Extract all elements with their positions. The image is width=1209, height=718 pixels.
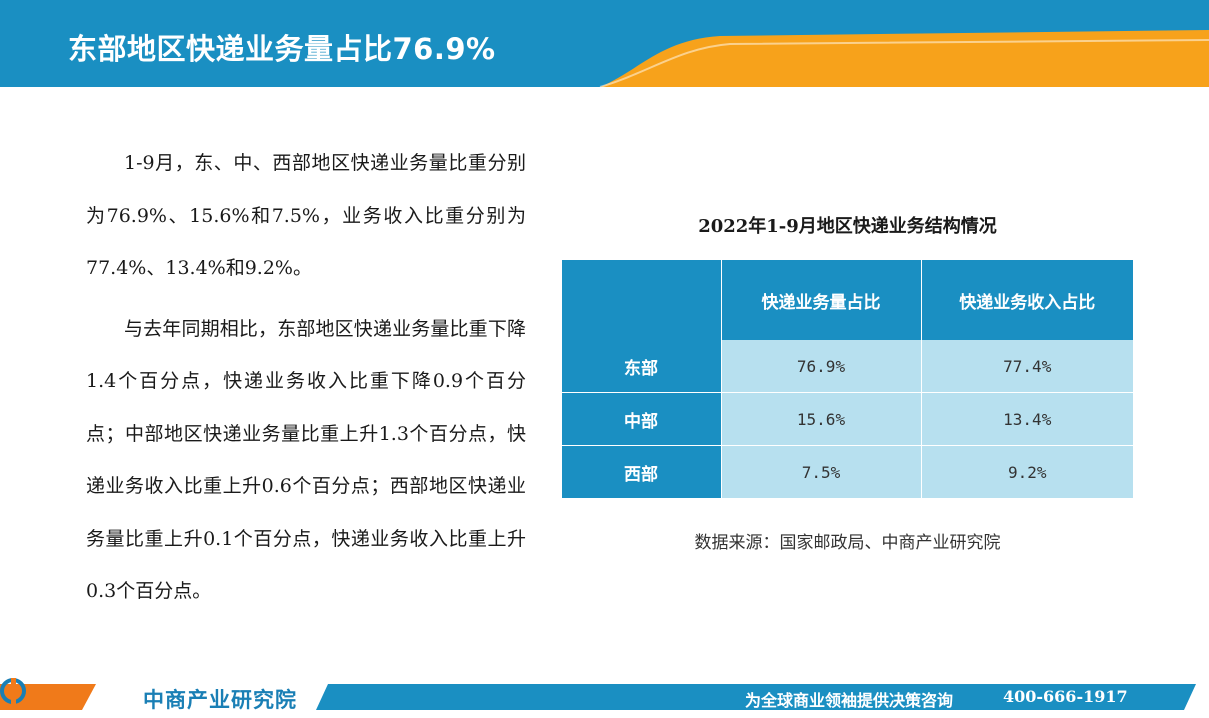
revenue-share: 13.4% xyxy=(921,392,1133,446)
table-title: 2022年1-9月地区快递业务结构情况 xyxy=(698,216,997,237)
footer-bar: 中商产业研究院 为全球商业领袖提供决策咨询 400-666-1917 xyxy=(0,678,1209,718)
footer-phone: 400-666-1917 xyxy=(1003,687,1128,706)
table-row: 东部 76.9% 77.4% xyxy=(562,340,1133,393)
volume-share: 76.9% xyxy=(721,340,922,393)
header-banner: 东部地区快递业务量占比76.9% xyxy=(0,0,1209,87)
page-title: 东部地区快递业务量占比76.9% xyxy=(68,32,496,66)
header-background xyxy=(0,0,1209,87)
logo-text: 中商产业研究院 xyxy=(143,688,297,712)
body-text: 1-9月，东、中、西部地区快递业务量比重分别为76.9%、15.6%和7.5%，… xyxy=(86,137,526,618)
paragraph-1: 1-9月，东、中、西部地区快递业务量比重分别为76.9%、15.6%和7.5%，… xyxy=(86,152,526,279)
volume-share: 15.6% xyxy=(721,392,922,446)
volume-share: 7.5% xyxy=(721,445,922,499)
revenue-share: 77.4% xyxy=(921,340,1133,393)
region-label: 东部 xyxy=(562,340,722,393)
table-row: 西部 7.5% 9.2% xyxy=(562,445,1133,499)
table-header-cell: 快递业务量占比 xyxy=(721,260,922,340)
revenue-share: 9.2% xyxy=(921,445,1133,499)
data-source: 数据来源：国家邮政局、中商产业研究院 xyxy=(694,533,1001,553)
table-header-cell xyxy=(562,260,722,340)
table-row: 中部 15.6% 13.4% xyxy=(562,392,1133,446)
footer-tagline: 为全球商业领袖提供决策咨询 xyxy=(745,691,954,710)
region-label: 西部 xyxy=(562,445,722,499)
paragraph-2: 与去年同期相比，东部地区快递业务量比重下降1.4个百分点，快递业务收入比重下降0… xyxy=(86,317,526,603)
region-label: 中部 xyxy=(562,392,722,446)
table-header-cell: 快递业务收入占比 xyxy=(921,260,1133,340)
company-logo-icon xyxy=(0,678,26,704)
express-structure-table: 快递业务量占比 快递业务收入占比 东部 76.9% 77.4% 中部 15.6%… xyxy=(562,260,1133,499)
table-header-row: 快递业务量占比 快递业务收入占比 xyxy=(562,260,1133,340)
